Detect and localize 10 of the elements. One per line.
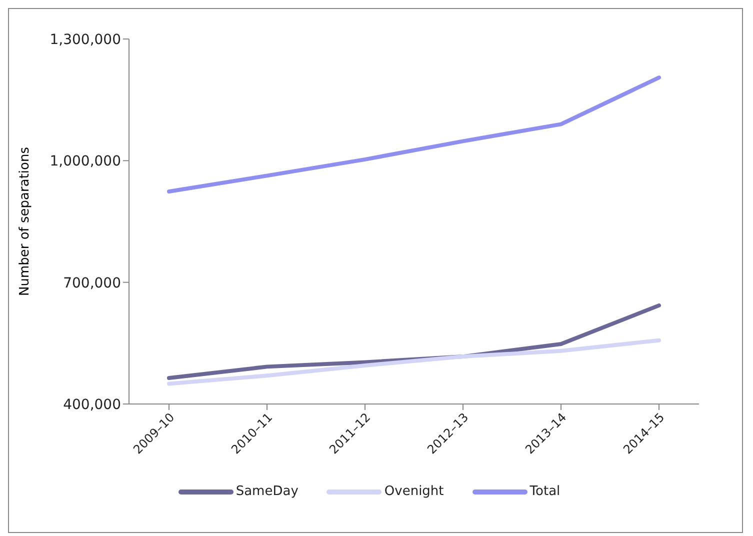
y-tick-label: 400,000 — [63, 396, 121, 413]
line-series — [167, 76, 661, 194]
legend-label: Total — [528, 484, 560, 499]
y-tick-label: 700,000 — [63, 275, 121, 292]
legend-label: Ovenight — [383, 484, 444, 499]
y-tick-label: 1,000,000 — [50, 154, 121, 170]
legend-label: SameDay — [234, 484, 298, 499]
y-tick-label: 1,300,000 — [50, 32, 121, 48]
y-axis-title: Number of separations — [18, 146, 33, 296]
line-series — [167, 338, 661, 386]
